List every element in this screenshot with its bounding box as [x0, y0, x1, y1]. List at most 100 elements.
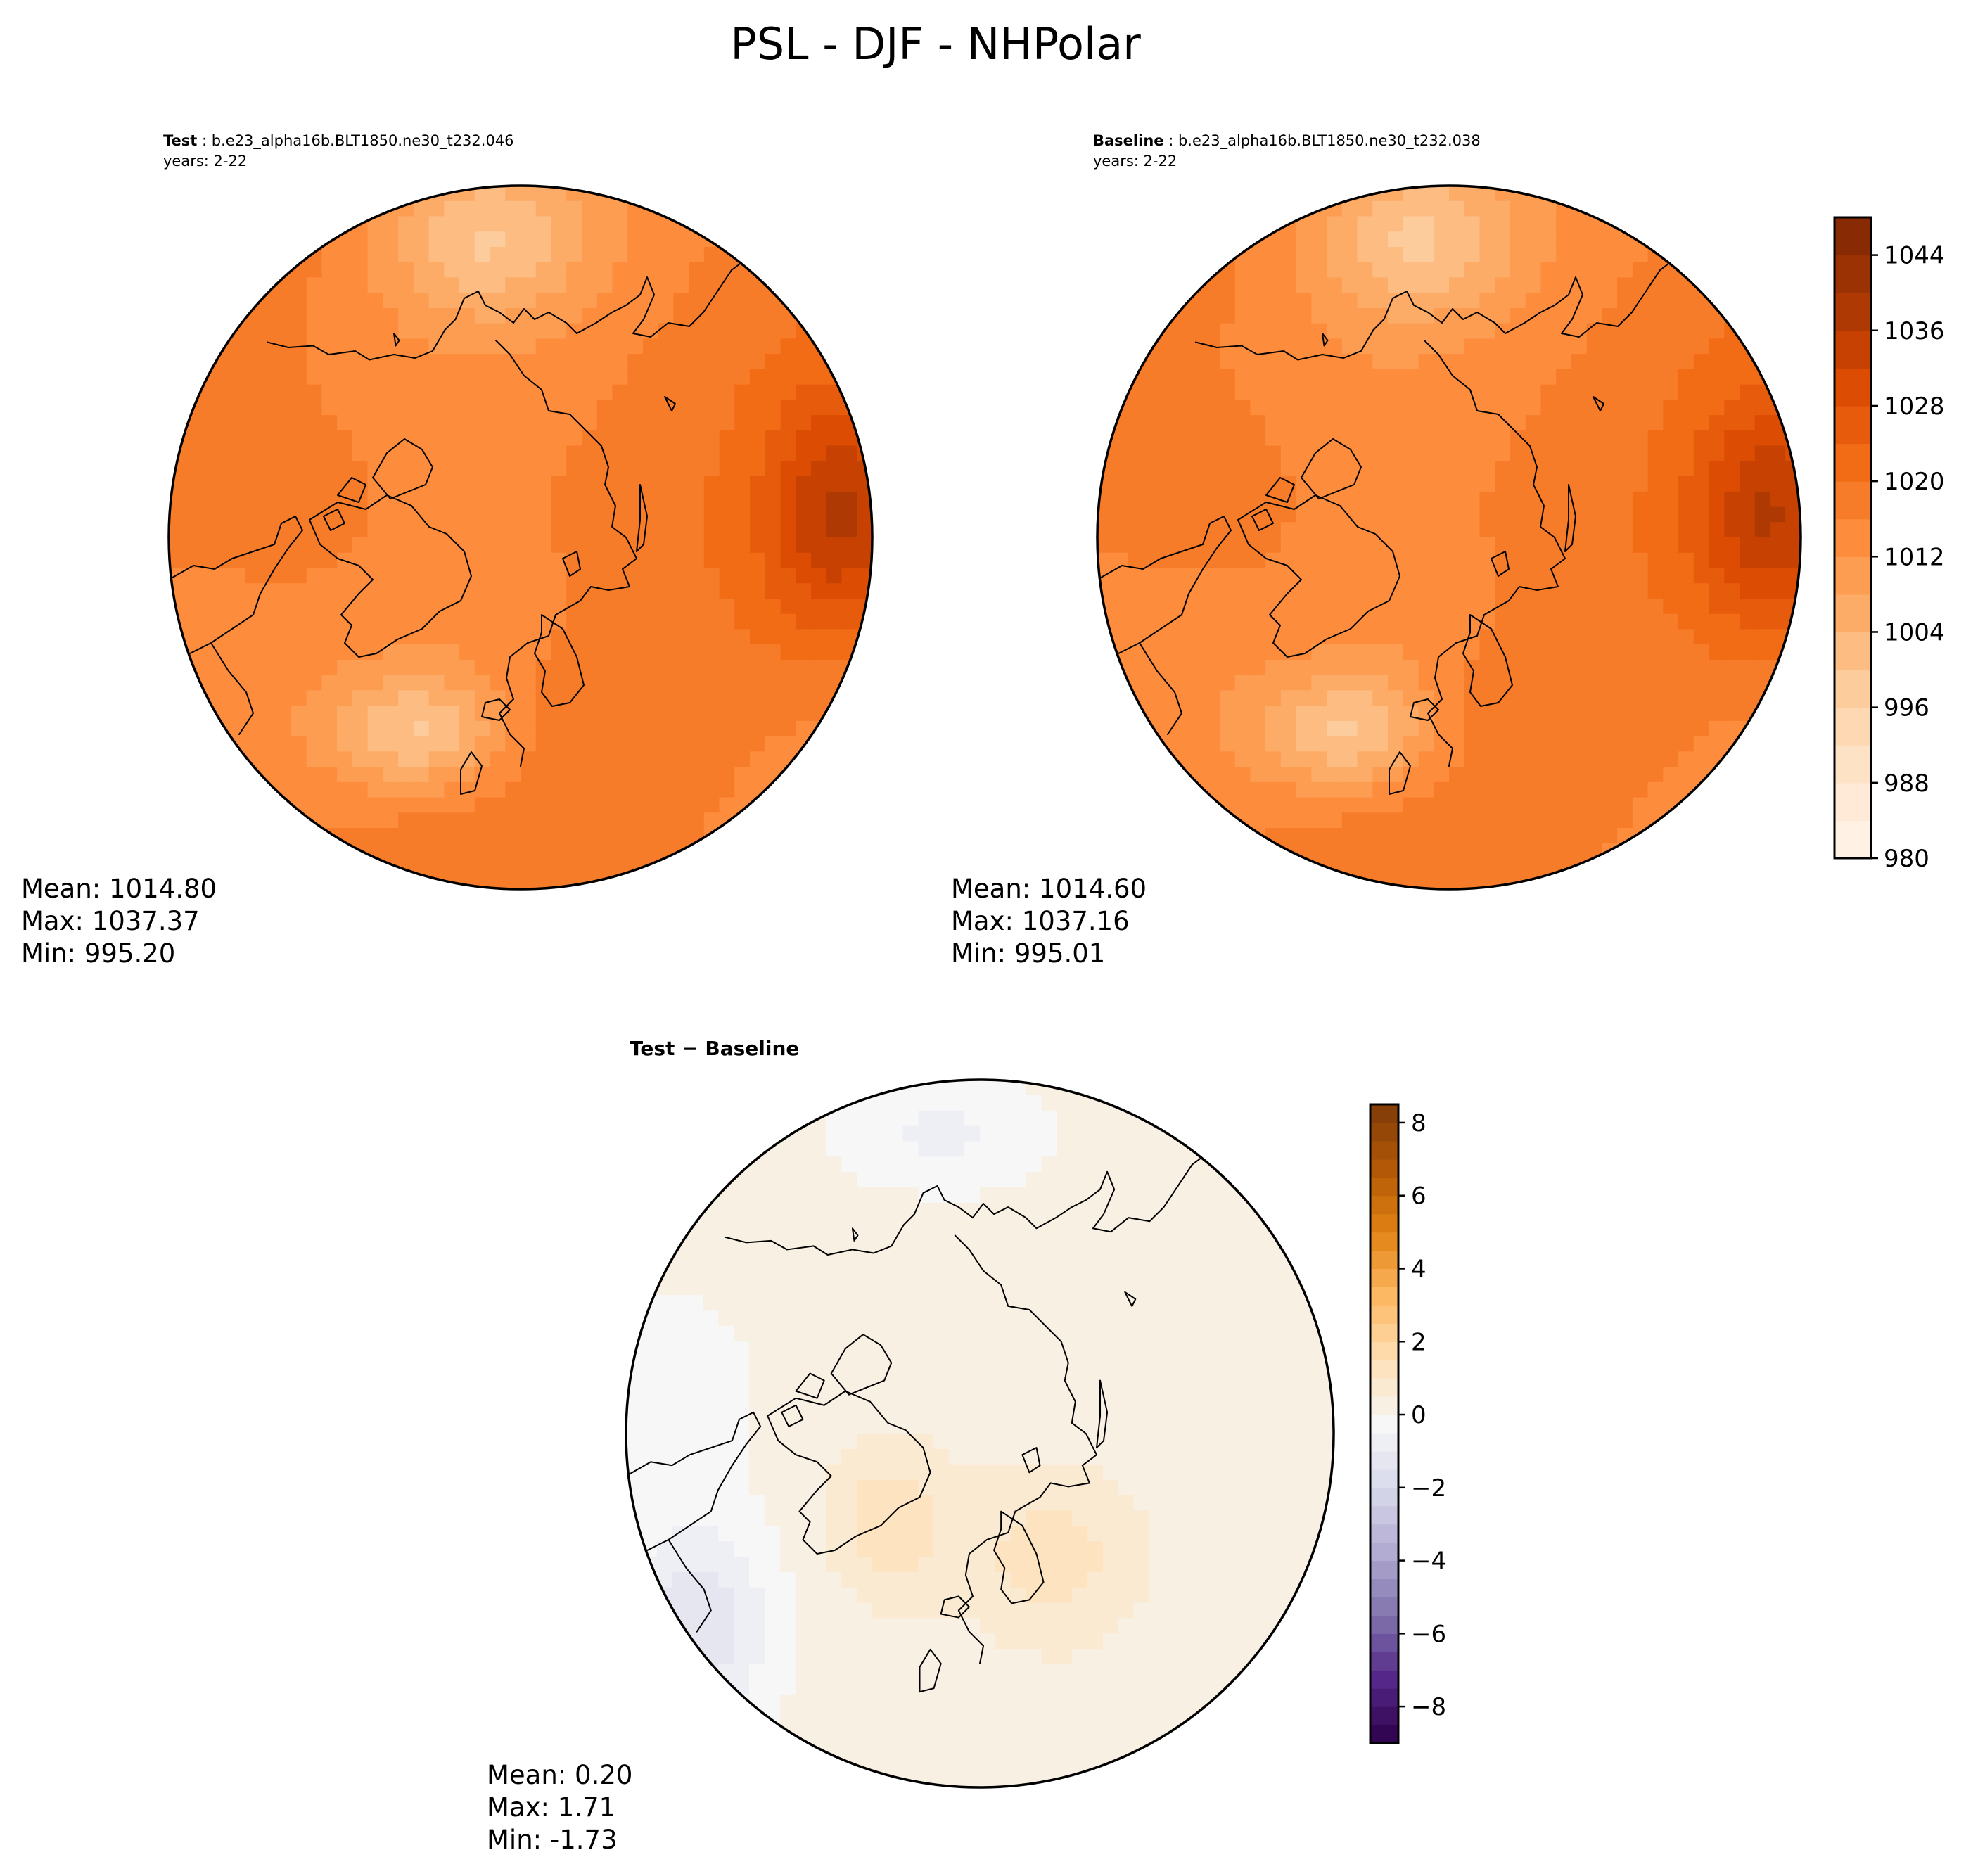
- contour-cell: [795, 1141, 812, 1158]
- contour-cell: [1510, 843, 1526, 860]
- contour-cell: [641, 1418, 658, 1434]
- contour-cell: [1510, 400, 1526, 416]
- contour-cell: [1388, 445, 1404, 462]
- contour-cell: [1724, 690, 1740, 706]
- contour-cell: [581, 369, 598, 385]
- contour-cell: [1010, 1310, 1027, 1327]
- contour-cell: [291, 384, 307, 401]
- contour-cell: [306, 445, 323, 462]
- contour-cell: [872, 1633, 888, 1650]
- contour-cell: [276, 445, 292, 462]
- contour-cell: [535, 690, 552, 706]
- contour-cell: [1311, 583, 1327, 599]
- contour-cell: [902, 1649, 919, 1665]
- contour-cell: [902, 1325, 919, 1342]
- contour-cell: [474, 537, 491, 554]
- contour-cell: [1296, 675, 1313, 691]
- contour-cell: [1133, 1434, 1150, 1450]
- contour-cell: [1770, 476, 1787, 492]
- contour-cell: [734, 1356, 750, 1373]
- contour-cell: [1663, 613, 1679, 630]
- contour-cell: [779, 1464, 796, 1481]
- contour-cell: [980, 1218, 996, 1234]
- contour-cell: [1418, 400, 1435, 416]
- contour-cell: [229, 445, 246, 462]
- contour-cell: [367, 231, 384, 248]
- contour-cell: [826, 552, 843, 569]
- contour-cell: [826, 629, 843, 645]
- contour-cell: [1204, 613, 1220, 630]
- contour-cell: [551, 828, 568, 844]
- contour-cell: [933, 1080, 950, 1096]
- contour-cell: [642, 491, 659, 508]
- contour-cell: [1102, 1448, 1119, 1465]
- contour-cell: [1663, 720, 1679, 737]
- contour-cell: [1479, 812, 1496, 829]
- contour-cell: [811, 415, 827, 431]
- contour-cell: [1102, 1387, 1119, 1404]
- contour-cell: [398, 598, 414, 615]
- contour-cell: [689, 797, 705, 814]
- contour-cell: [795, 1233, 812, 1250]
- contour-cell: [1372, 354, 1389, 370]
- contour-cell: [795, 1510, 812, 1527]
- contour-cell: [841, 1280, 857, 1296]
- contour-cell: [428, 384, 445, 401]
- contour-cell: [459, 216, 475, 233]
- contour-cell: [1647, 583, 1664, 599]
- contour-cell: [1693, 354, 1710, 370]
- contour-cell: [673, 354, 689, 370]
- contour-cell: [1372, 843, 1389, 860]
- contour-cell: [1632, 522, 1649, 538]
- contour-cell: [1128, 629, 1144, 645]
- contour-cell: [1087, 1618, 1104, 1635]
- contour-cell: [1341, 307, 1358, 324]
- contour-cell: [306, 430, 323, 447]
- contour-cell: [566, 415, 582, 431]
- contour-cell: [1133, 1341, 1150, 1358]
- contour-cell: [933, 1756, 950, 1773]
- contour-cell: [1495, 476, 1511, 492]
- contour-cell: [1118, 1695, 1135, 1711]
- contour-cell: [566, 568, 582, 585]
- contour-cell: [398, 781, 414, 798]
- contour-cell: [1556, 706, 1572, 722]
- contour-cell: [245, 491, 262, 508]
- contour-cell: [1495, 216, 1511, 233]
- contour-cell: [995, 1725, 1011, 1742]
- contour-cell: [719, 568, 736, 585]
- contour-cell: [1586, 246, 1603, 263]
- contour-cell: [1311, 629, 1327, 645]
- contour-cell: [1280, 629, 1297, 645]
- contour-cell: [703, 1510, 720, 1527]
- contour-cell: [1189, 613, 1205, 630]
- contour-cell: [887, 1141, 904, 1158]
- contour-cell: [1602, 828, 1618, 844]
- contour-cell: [535, 644, 552, 661]
- contour-cell: [581, 552, 598, 569]
- contour-cell: [1464, 751, 1481, 767]
- contour-cell: [1434, 491, 1450, 508]
- contour-cell: [1510, 307, 1526, 324]
- contour-cell: [933, 1741, 950, 1758]
- contour-cell: [641, 1495, 658, 1512]
- contour-cell: [689, 751, 705, 767]
- contour-cell: [551, 445, 568, 462]
- contour-cell: [1265, 583, 1282, 599]
- contour-cell: [949, 1756, 965, 1773]
- contour-cell: [748, 1310, 765, 1327]
- contour-cell: [1663, 751, 1679, 767]
- contour-cell: [748, 1249, 765, 1265]
- contour-cell: [428, 354, 445, 370]
- contour-cell: [1693, 307, 1710, 324]
- contour-cell: [352, 690, 369, 706]
- contour-cell: [1602, 644, 1618, 661]
- contour-cell: [1341, 644, 1358, 661]
- contour-cell: [1693, 568, 1710, 585]
- contour-cell: [1525, 797, 1542, 814]
- contour-cell: [673, 400, 689, 416]
- contour-cell: [826, 1187, 842, 1204]
- contour-cell: [367, 706, 384, 722]
- contour-cell: [1510, 828, 1526, 844]
- contour-cell: [734, 1695, 750, 1711]
